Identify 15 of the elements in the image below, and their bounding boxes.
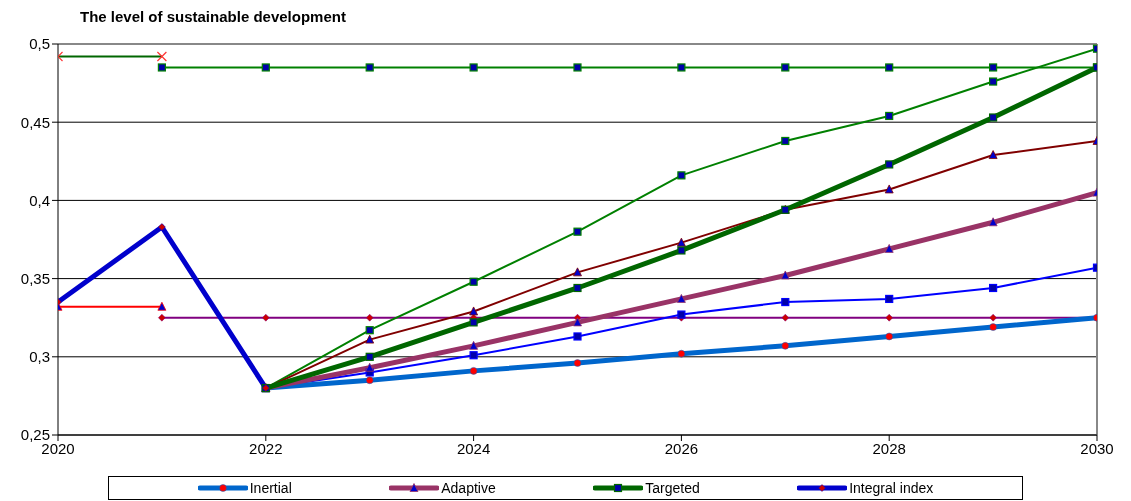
legend-label: Inertial	[249, 480, 292, 496]
legend-label: Adaptive	[441, 480, 496, 496]
x-tick-label: 2028	[872, 439, 906, 457]
y-tick-label: 0,3	[29, 348, 50, 366]
x-tick-label: 2026	[664, 439, 699, 457]
y-tick-label: 0,4	[29, 191, 50, 209]
legend-label: Integral index	[849, 480, 934, 496]
x-tick-label: 2022	[249, 439, 283, 457]
x-tick-label: 2030	[1080, 439, 1114, 457]
y-tick-label: 0,45	[20, 113, 50, 131]
y-tick-label: 0,35	[20, 269, 50, 287]
y-tick-label: 0,5	[29, 35, 50, 53]
x-tick-label: 2024	[456, 439, 491, 457]
legend-label: Targeted	[645, 480, 700, 496]
chart-title: The level of sustainable development	[79, 8, 347, 27]
